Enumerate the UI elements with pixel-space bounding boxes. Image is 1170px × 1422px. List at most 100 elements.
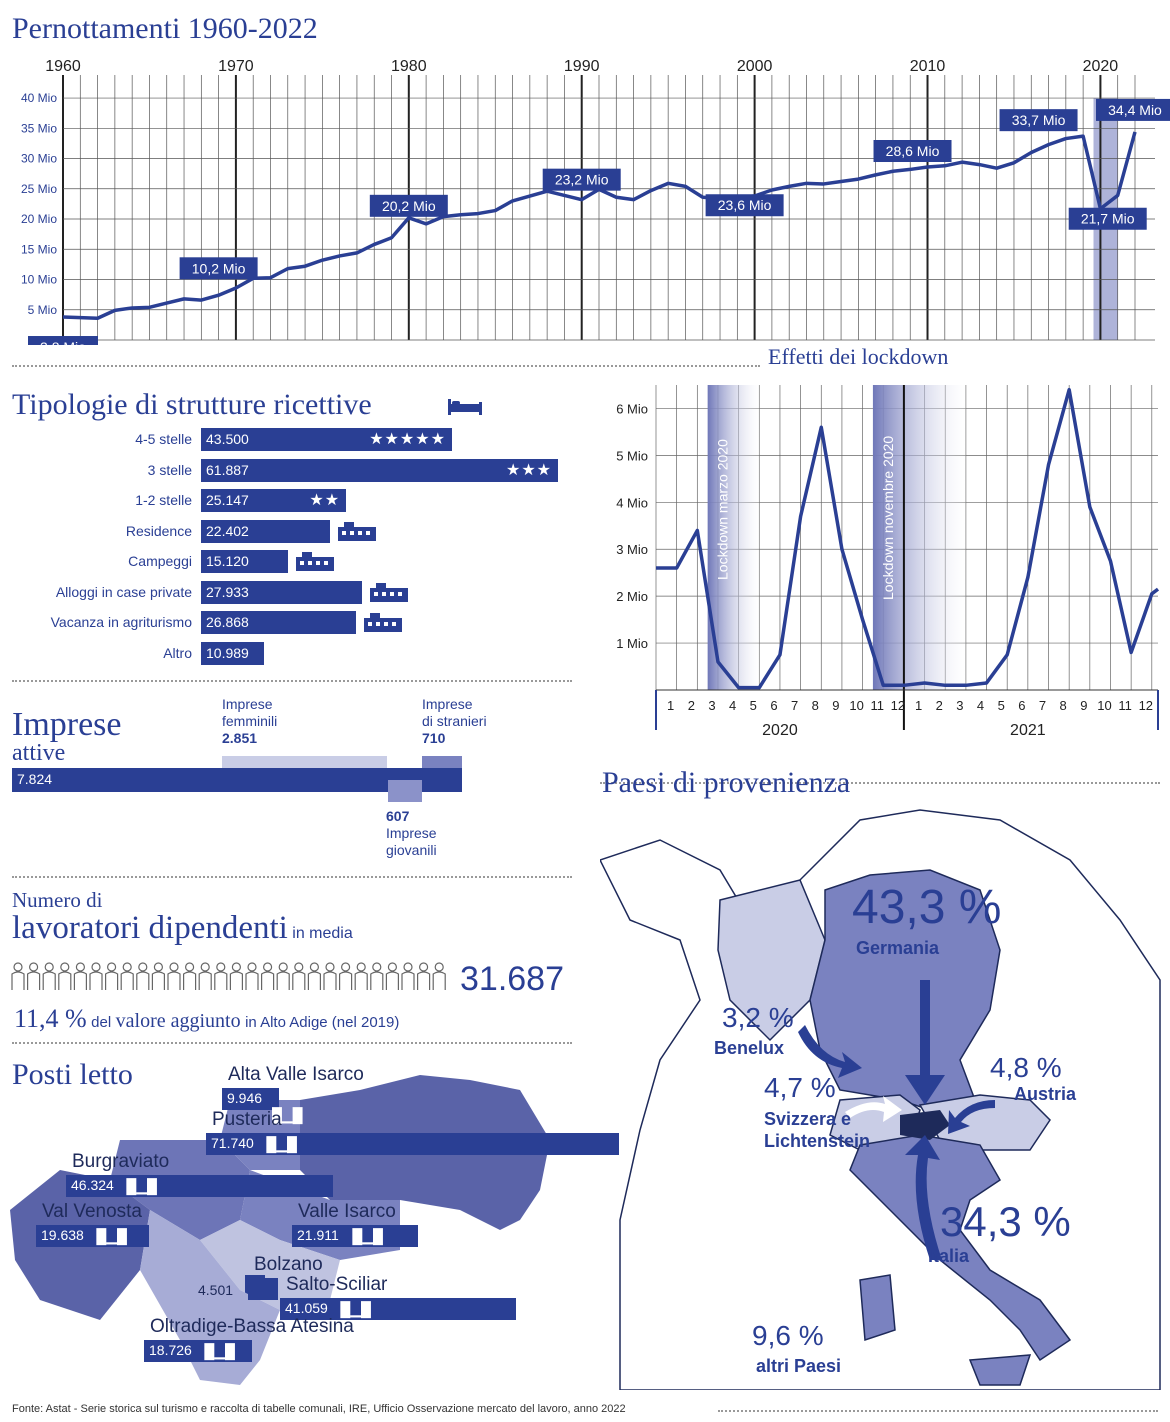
imprese-giovanili-l2: giovanili [386, 842, 437, 858]
origin-benelux-pct: 3,2 % [722, 1002, 794, 1033]
person-head [153, 962, 163, 972]
region-name: Valle Isarco [298, 1201, 396, 1222]
workers-share: 11,4 % del valore aggiunto in Alto Adige… [14, 1004, 399, 1034]
imprese-femminili-label: Imprese femminili 2.851 [222, 696, 277, 747]
person-body [261, 971, 275, 990]
beds-title: Posti letto [12, 1058, 133, 1091]
beds-chart: Alta Valle Isarco 9.946 █▁█ Pusteria 71.740… [0, 1060, 620, 1380]
person-head [278, 962, 288, 972]
person-icon [151, 962, 165, 990]
beds-bar-value: 21.911 [297, 1227, 339, 1243]
month-label: 4 [729, 698, 736, 713]
lockdown-band-1-label: Lockdown marzo 2020 [715, 439, 731, 580]
origin-italy: Italia [928, 1246, 970, 1266]
person-body [151, 971, 165, 990]
month-label: 12 [1139, 698, 1153, 713]
lockdown-band-2-label: Lockdown novembre 2020 [880, 436, 896, 600]
person-head [91, 962, 101, 972]
structure-bar: 26.868 [201, 611, 356, 634]
region-name: Pusteria [212, 1109, 282, 1130]
person-head [263, 962, 273, 972]
lockdown-line [656, 387, 1160, 690]
workers-value: 31.687 [460, 960, 564, 998]
beds-bar-value: 18.726 [149, 1342, 192, 1358]
person-body [214, 971, 228, 990]
beds-bar-value: 19.638 [41, 1227, 84, 1243]
person-head [138, 962, 148, 972]
y-tick-label: 5 Mio [616, 448, 648, 463]
month-label: 1 [915, 698, 922, 713]
lockdown-title: Effetti dei lockdown [768, 344, 949, 369]
person-icon [11, 962, 25, 990]
person-icon [370, 962, 384, 990]
person-body [307, 971, 321, 990]
camper-icon [294, 551, 338, 573]
imprese-total-value: 7.824 [17, 771, 53, 787]
person-head [200, 962, 210, 972]
imprese-femminili-l2: femminili [222, 713, 278, 729]
person-icon [229, 962, 243, 990]
person-icon [214, 962, 228, 990]
workers-line1: Numero di [12, 888, 103, 912]
imprese-subtitle: attive [12, 740, 66, 766]
value-callout [369, 194, 448, 217]
structure-bar: 22.402 [201, 519, 331, 543]
region-name: Oltradige-Bassa Atesina [150, 1316, 354, 1337]
x-tick-label: 1990 [564, 58, 600, 75]
month-label: 2 [688, 698, 695, 713]
origin-austria-pct: 4,8 % [990, 1052, 1062, 1083]
structure-bar-value: 61.887 [206, 461, 249, 478]
person-body [58, 971, 72, 990]
person-body [27, 971, 41, 990]
divider-2 [12, 680, 572, 682]
value-callout-label: 21,7 Mio [1081, 211, 1135, 227]
person-icon [136, 962, 150, 990]
person-icon [198, 962, 212, 990]
person-head [216, 962, 226, 972]
beds-bar-value: 9.946 [227, 1090, 263, 1106]
person-head [325, 962, 335, 972]
beds-bar-value: 71.740 [211, 1135, 254, 1151]
person-icon [276, 962, 290, 990]
structure-bar: 61.887 ★★★ [201, 458, 558, 482]
overnights-chart: 40 Mio 35 Mio 30 Mio 25 Mio 20 Mio 15 Mio 10 M… [21, 58, 1170, 345]
person-head [231, 962, 241, 972]
imprese-stranieri-l1: Imprese [422, 696, 473, 712]
lockdown-band [707, 385, 760, 690]
origin-title: Paesi di provenienza [602, 766, 851, 799]
bed-icon [448, 399, 482, 415]
person-head [185, 962, 195, 972]
value-callout [542, 168, 621, 191]
map-benelux [717, 879, 826, 1042]
person-icon [417, 962, 431, 990]
person-body [89, 971, 103, 990]
value-callout-label: 33,7 Mio [1012, 112, 1066, 128]
person-icon [105, 962, 119, 990]
y-tick-label: 6 Mio [616, 401, 648, 416]
value-callout-label: 34,4 Mio [1108, 102, 1162, 118]
year-label: 2020 [762, 722, 798, 739]
structure-bar: 25.147 ★★ [201, 489, 347, 512]
person-head [294, 962, 304, 972]
x-tick-label: 2000 [737, 58, 773, 75]
value-callout [28, 336, 98, 345]
imprese-giovanili-value: 607 [386, 808, 410, 824]
person-body [245, 971, 259, 990]
person-body [354, 971, 368, 990]
month-label: 10 [1097, 698, 1111, 713]
two-stars-icon: ★★ [309, 492, 341, 509]
person-body [401, 971, 415, 990]
origin-benelux: Benelux [714, 1038, 785, 1058]
x-tick-label: 1960 [45, 58, 81, 75]
region-name: Salto-Sciliar [286, 1274, 388, 1295]
month-label: 7 [1039, 698, 1046, 713]
person-icon [73, 962, 87, 990]
person-head [356, 962, 366, 972]
bed-icon: █▁█ [272, 1091, 303, 1123]
workers-pct: 11,4 % [14, 1004, 87, 1033]
month-label: 1 [667, 698, 674, 713]
y-tick-label: 35 Mio [21, 121, 57, 135]
x-tick-label: 2020 [1083, 58, 1119, 75]
origin-other-pct: 9,6 % [752, 1320, 824, 1351]
map-salto-sciliar [200, 1220, 340, 1310]
